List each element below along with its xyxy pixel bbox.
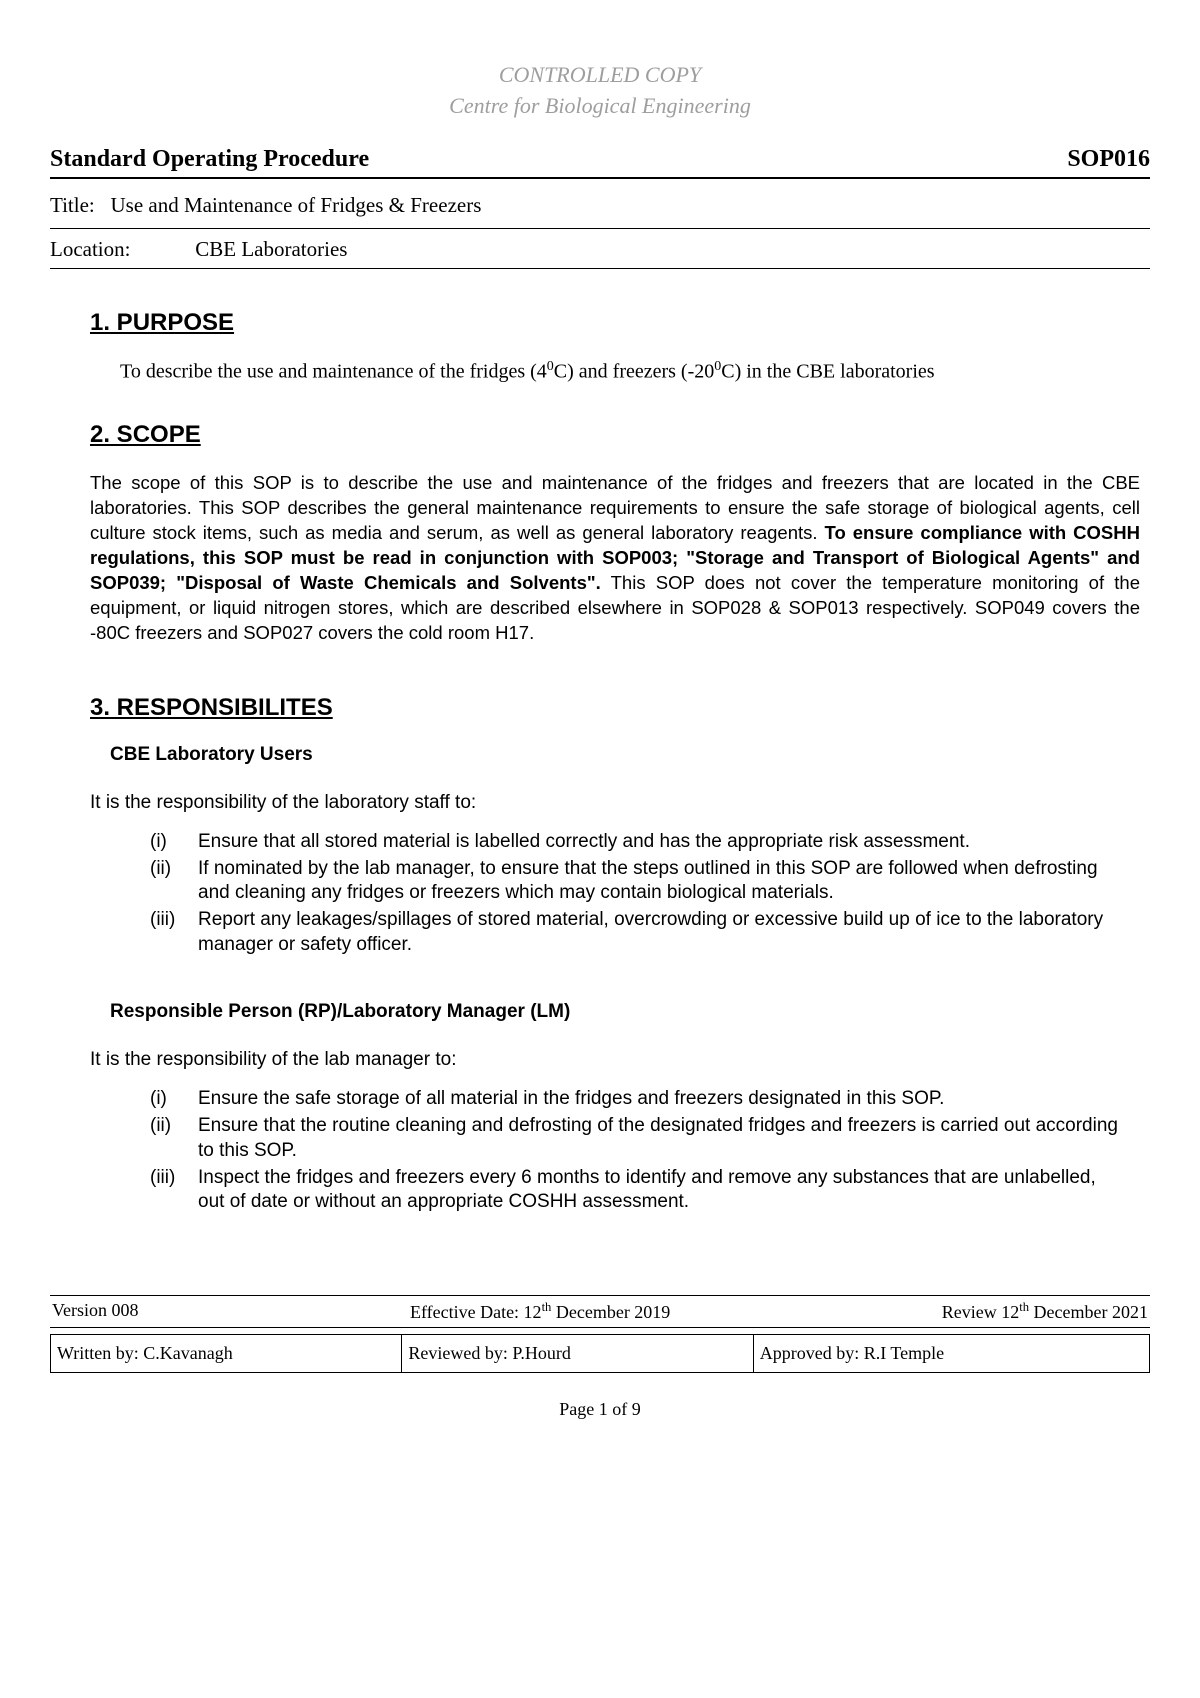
watermark-line1: CONTROLLED COPY [50, 60, 1150, 91]
footer-review: Review 12th December 2021 [942, 1300, 1148, 1323]
section-resp-heading: 3. RESPONSIBILITES [90, 694, 1150, 722]
list-item: (ii) If nominated by the lab manager, to… [150, 857, 1120, 906]
location-value: CBE Laboratories [195, 237, 347, 261]
list-item: (iii) Inspect the fridges and freezers e… [150, 1166, 1120, 1215]
document-header: Standard Operating Procedure SOP016 [50, 146, 1150, 179]
purpose-text: To describe the use and maintenance of t… [120, 359, 1150, 384]
doc-id: SOP016 [1067, 146, 1150, 173]
scope-text: The scope of this SOP is to describe the… [90, 471, 1140, 646]
section-scope-heading: 2. SCOPE [90, 421, 1150, 449]
watermark-header: CONTROLLED COPY Centre for Biological En… [50, 60, 1150, 122]
resp-rp-intro: It is the responsibility of the lab mana… [90, 1049, 1150, 1071]
footer-written: Written by: C.Kavanagh [51, 1335, 402, 1372]
footer-effective: Effective Date: 12th December 2019 [410, 1300, 670, 1323]
doc-type: Standard Operating Procedure [50, 146, 369, 173]
resp-users-intro: It is the responsibility of the laborato… [90, 792, 1150, 814]
footer-version: Version 008 [52, 1300, 139, 1323]
title-row: Title: Use and Maintenance of Fridges & … [50, 193, 1150, 229]
resp-rp-list: (i) Ensure the safe storage of all mater… [150, 1087, 1120, 1214]
title-value: Use and Maintenance of Fridges & Freezer… [111, 193, 482, 217]
list-item: (i) Ensure that all stored material is l… [150, 830, 1120, 855]
watermark-line2: Centre for Biological Engineering [50, 91, 1150, 122]
list-item: (i) Ensure the safe storage of all mater… [150, 1087, 1120, 1112]
page-number: Page 1 of 9 [50, 1399, 1150, 1420]
section-purpose-heading: 1. PURPOSE [90, 309, 1150, 337]
list-item: (ii) Ensure that the routine cleaning an… [150, 1114, 1120, 1163]
location-row: Location: CBE Laboratories [50, 237, 1150, 269]
footer: Version 008 Effective Date: 12th Decembe… [50, 1295, 1150, 1420]
footer-approved: Approved by: R.I Temple [754, 1335, 1149, 1372]
resp-rp-subheading: Responsible Person (RP)/Laboratory Manag… [110, 1001, 1150, 1023]
list-item: (iii) Report any leakages/spillages of s… [150, 908, 1120, 957]
title-label: Title: [50, 193, 95, 217]
footer-meta-row: Version 008 Effective Date: 12th Decembe… [50, 1295, 1150, 1328]
footer-reviewed: Reviewed by: P.Hourd [402, 1335, 753, 1372]
location-label: Location: [50, 237, 190, 262]
resp-users-subheading: CBE Laboratory Users [110, 744, 1150, 766]
footer-signoff-row: Written by: C.Kavanagh Reviewed by: P.Ho… [50, 1334, 1150, 1373]
resp-users-list: (i) Ensure that all stored material is l… [150, 830, 1120, 957]
